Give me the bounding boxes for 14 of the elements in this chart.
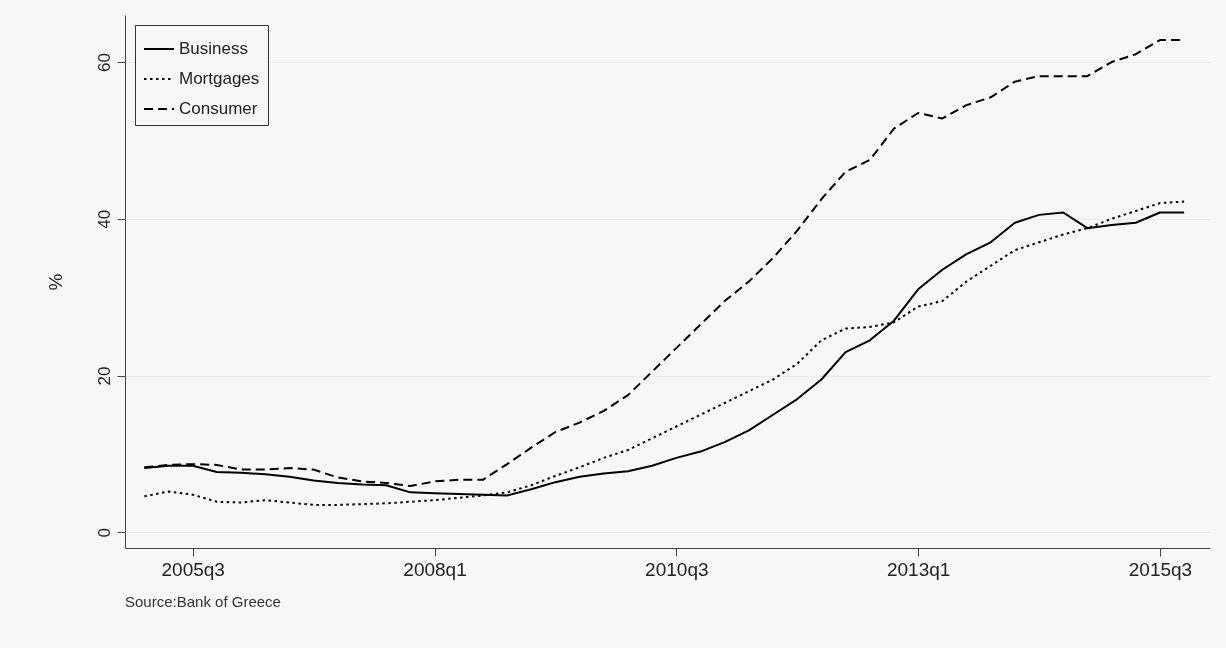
y-axis-title: % [44,273,66,291]
y-tick-label: 20 [94,366,114,386]
y-tick-label: 40 [94,209,114,229]
x-tick-label: 2010q3 [645,558,709,580]
x-tick-label: 2005q3 [161,558,225,580]
x-tick-label: 2013q1 [886,558,951,580]
legend-label: Consumer [179,99,258,118]
source-note: Source:Bank of Greece [125,593,281,610]
x-tick-label: 2008q1 [403,558,467,580]
legend-label: Mortgages [179,69,260,88]
legend-label: Business [179,39,248,58]
x-tick-label: 2015q3 [1128,558,1193,580]
y-tick-label: 0 [94,528,114,538]
y-tick-label: 60 [94,53,114,72]
